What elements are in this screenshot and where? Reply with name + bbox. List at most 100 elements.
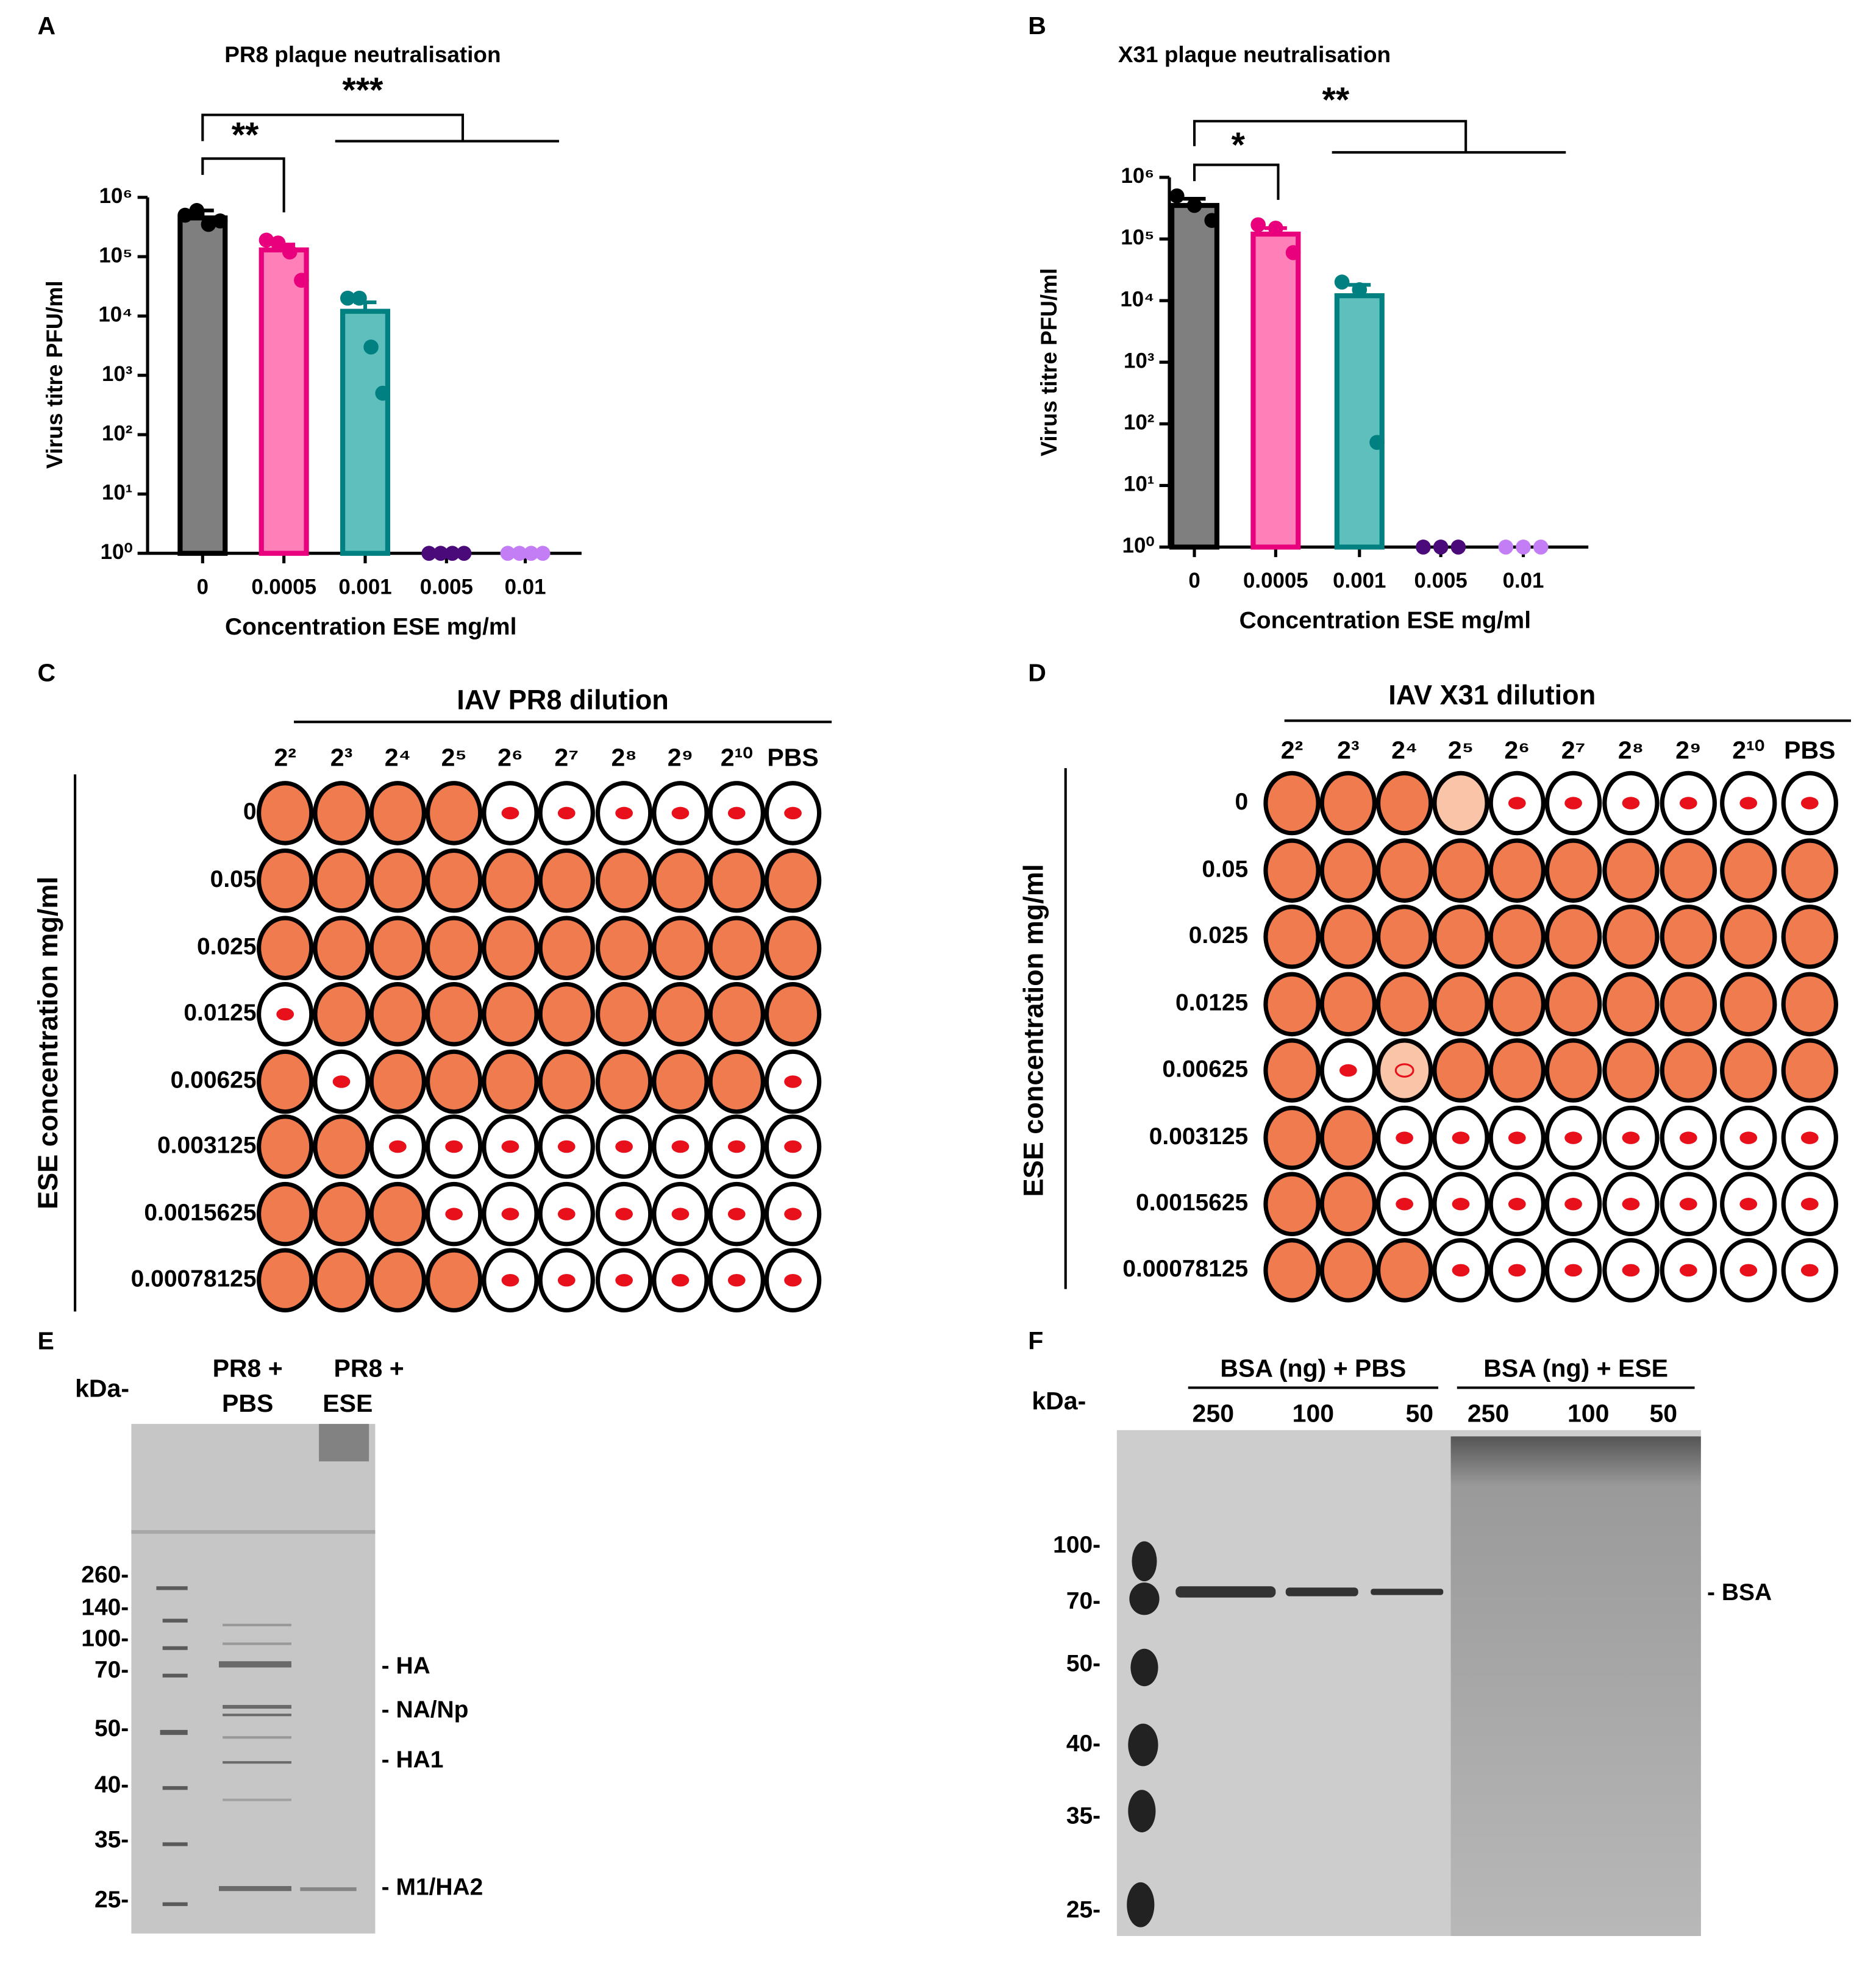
group-label: BSA (ng) + PBS bbox=[1220, 1354, 1406, 1383]
well bbox=[482, 916, 539, 980]
well bbox=[369, 781, 426, 845]
well bbox=[538, 848, 595, 913]
rbc-button bbox=[1452, 1198, 1470, 1211]
grid-title: IAV X31 dilution bbox=[1388, 679, 1596, 710]
well bbox=[313, 1181, 370, 1247]
data-point bbox=[352, 290, 367, 306]
well bbox=[652, 848, 709, 913]
x-tick-label: 0.01 bbox=[1503, 569, 1544, 593]
rbc-button bbox=[501, 1274, 519, 1287]
well bbox=[1488, 972, 1546, 1037]
well bbox=[1375, 771, 1433, 836]
rbc-button bbox=[557, 1140, 576, 1153]
row-label: 0.05 bbox=[1202, 856, 1248, 882]
row-label: 0.025 bbox=[197, 934, 257, 960]
well bbox=[313, 1114, 370, 1179]
well bbox=[369, 1181, 426, 1247]
well bbox=[708, 1049, 765, 1114]
well bbox=[1720, 838, 1777, 903]
well bbox=[1781, 905, 1838, 969]
column-label: 2⁶ bbox=[1504, 736, 1530, 764]
well bbox=[1263, 771, 1321, 836]
rbc-button bbox=[1739, 1131, 1758, 1144]
data-point bbox=[1169, 188, 1185, 204]
significance-label: ** bbox=[232, 116, 259, 155]
well bbox=[1602, 972, 1660, 1037]
well bbox=[1660, 905, 1717, 969]
rbc-button bbox=[784, 1274, 802, 1287]
well bbox=[1781, 1038, 1838, 1103]
chart-title: PR8 plaque neutralisation bbox=[224, 42, 501, 67]
data-point bbox=[363, 340, 379, 355]
y-tick-label: 10² bbox=[1124, 411, 1154, 435]
well bbox=[764, 982, 822, 1047]
rbc-button bbox=[671, 1140, 690, 1153]
data-point bbox=[500, 546, 516, 561]
well bbox=[1544, 905, 1602, 969]
row-label: 0.0125 bbox=[184, 1000, 256, 1026]
y-tick-label: 10⁶ bbox=[1121, 164, 1155, 188]
well bbox=[1263, 1172, 1321, 1237]
sample-lane bbox=[218, 1623, 357, 1892]
data-point bbox=[270, 235, 286, 251]
data-point bbox=[433, 546, 449, 561]
band-label: - HA1 bbox=[382, 1746, 444, 1773]
rbc-button bbox=[615, 1140, 633, 1153]
y-tick-label: 10¹ bbox=[102, 481, 132, 505]
well bbox=[1602, 905, 1660, 969]
x-axis-label: Concentration ESE mg/ml bbox=[225, 614, 516, 640]
rbc-button bbox=[557, 1208, 576, 1220]
data-point bbox=[340, 290, 355, 306]
rbc-button bbox=[388, 1140, 407, 1153]
well bbox=[1781, 972, 1838, 1037]
well bbox=[652, 1049, 709, 1114]
well-line bbox=[131, 1530, 376, 1534]
well bbox=[1488, 1038, 1546, 1103]
well bbox=[1602, 838, 1660, 903]
band-label: - HA bbox=[382, 1653, 430, 1679]
marker-label: 100- bbox=[81, 1626, 129, 1652]
well bbox=[313, 848, 370, 913]
well bbox=[1263, 1238, 1321, 1303]
column-label: 2⁸ bbox=[1618, 736, 1644, 764]
lane-label: ESE bbox=[323, 1389, 373, 1417]
data-point bbox=[177, 207, 193, 223]
rbc-button bbox=[1800, 1264, 1819, 1277]
rbc-button bbox=[1622, 797, 1640, 810]
significance-label: * bbox=[1232, 126, 1246, 165]
well bbox=[652, 982, 709, 1047]
data-point bbox=[1268, 220, 1283, 236]
data-point bbox=[456, 546, 472, 561]
well bbox=[1432, 771, 1489, 836]
row-label: 0.00078125 bbox=[1122, 1256, 1248, 1282]
y-axis-label: Virus titre PFU/ml bbox=[1036, 268, 1061, 457]
data-point bbox=[1416, 539, 1431, 555]
column-label: 2⁴ bbox=[385, 744, 411, 772]
row-label: 0.0125 bbox=[1175, 990, 1248, 1016]
well bbox=[1432, 1038, 1489, 1103]
data-point bbox=[189, 203, 205, 218]
well bbox=[1432, 972, 1489, 1037]
lane-label: PR8 + bbox=[213, 1354, 283, 1383]
row-label: 0.003125 bbox=[157, 1132, 256, 1158]
data-point bbox=[1352, 282, 1368, 297]
data-point bbox=[1450, 539, 1466, 555]
data-point bbox=[1186, 198, 1202, 213]
row-label: 0.0015625 bbox=[144, 1200, 256, 1226]
data-point bbox=[201, 216, 216, 232]
rbc-button bbox=[671, 1208, 690, 1220]
data-point bbox=[1369, 435, 1385, 450]
well bbox=[1375, 972, 1433, 1037]
well bbox=[1319, 905, 1377, 969]
well bbox=[1319, 1238, 1377, 1303]
y-tick-label: 10⁴ bbox=[1120, 287, 1154, 311]
well bbox=[1781, 838, 1838, 903]
data-point bbox=[512, 546, 527, 561]
well bbox=[257, 1049, 314, 1114]
rbc-button bbox=[1564, 1198, 1582, 1211]
data-point bbox=[1285, 245, 1301, 260]
well bbox=[1660, 972, 1717, 1037]
lane-label: PBS bbox=[222, 1389, 273, 1417]
chart-title: X31 plaque neutralisation bbox=[1118, 42, 1391, 67]
well bbox=[482, 848, 539, 913]
